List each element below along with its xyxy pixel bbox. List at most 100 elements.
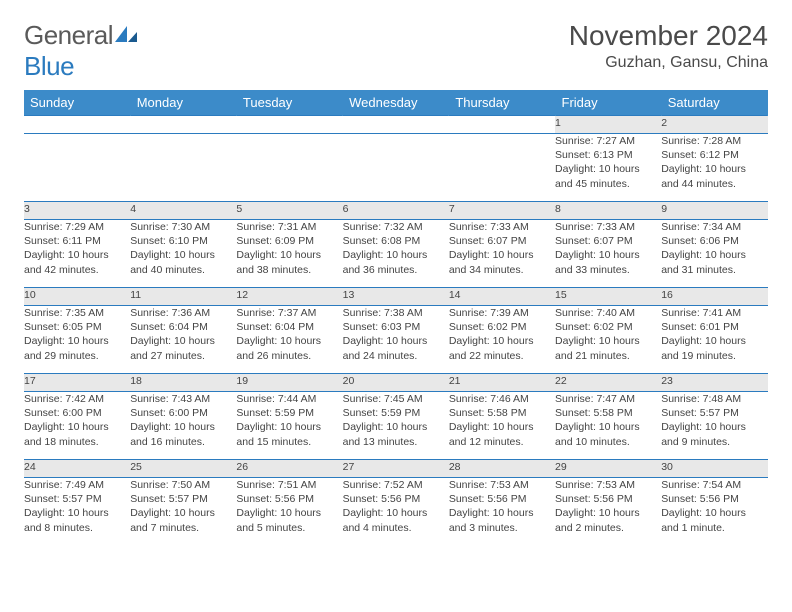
day-number: 26 — [236, 460, 342, 478]
day-detail-line: Daylight: 10 hours — [661, 506, 767, 520]
day-detail-line: Daylight: 10 hours — [661, 248, 767, 262]
logo-sail-icon — [115, 20, 137, 51]
day-number: 19 — [236, 374, 342, 392]
day-detail: Sunrise: 7:53 AMSunset: 5:56 PMDaylight:… — [449, 478, 555, 546]
day-number: 11 — [130, 288, 236, 306]
day-detail-row: Sunrise: 7:35 AMSunset: 6:05 PMDaylight:… — [24, 306, 768, 374]
day-detail: Sunrise: 7:36 AMSunset: 6:04 PMDaylight:… — [130, 306, 236, 374]
day-detail: Sunrise: 7:35 AMSunset: 6:05 PMDaylight:… — [24, 306, 130, 374]
day-detail: Sunrise: 7:33 AMSunset: 6:07 PMDaylight:… — [555, 220, 661, 288]
day-detail-line: Sunrise: 7:38 AM — [343, 306, 449, 320]
day-detail: Sunrise: 7:51 AMSunset: 5:56 PMDaylight:… — [236, 478, 342, 546]
day-detail-line: Sunset: 5:59 PM — [236, 406, 342, 420]
day-detail-line: Sunrise: 7:53 AM — [555, 478, 661, 492]
day-detail-line: and 40 minutes. — [130, 263, 236, 277]
day-detail: Sunrise: 7:49 AMSunset: 5:57 PMDaylight:… — [24, 478, 130, 546]
day-number: 16 — [661, 288, 767, 306]
day-detail-line: and 10 minutes. — [555, 435, 661, 449]
day-detail-line: Daylight: 10 hours — [449, 334, 555, 348]
day-detail-line: and 8 minutes. — [24, 521, 130, 535]
day-detail: Sunrise: 7:44 AMSunset: 5:59 PMDaylight:… — [236, 392, 342, 460]
weekday-header: Tuesday — [236, 90, 342, 116]
day-number: 22 — [555, 374, 661, 392]
day-detail — [343, 134, 449, 202]
day-number-row: 3456789 — [24, 202, 768, 220]
day-detail-line: Sunset: 6:11 PM — [24, 234, 130, 248]
day-detail-line: Sunrise: 7:54 AM — [661, 478, 767, 492]
day-detail-line: and 29 minutes. — [24, 349, 130, 363]
day-detail-line: Sunset: 6:00 PM — [24, 406, 130, 420]
day-detail: Sunrise: 7:38 AMSunset: 6:03 PMDaylight:… — [343, 306, 449, 374]
day-detail-line: and 22 minutes. — [449, 349, 555, 363]
day-detail-line: Sunset: 6:06 PM — [661, 234, 767, 248]
day-detail-line: and 27 minutes. — [130, 349, 236, 363]
day-detail-line: Sunrise: 7:42 AM — [24, 392, 130, 406]
day-detail-line: Sunrise: 7:33 AM — [555, 220, 661, 234]
day-detail-line: Sunset: 5:57 PM — [661, 406, 767, 420]
day-detail: Sunrise: 7:42 AMSunset: 6:00 PMDaylight:… — [24, 392, 130, 460]
day-detail-line: and 38 minutes. — [236, 263, 342, 277]
logo: General Blue — [24, 20, 137, 82]
day-detail-line: Daylight: 10 hours — [130, 420, 236, 434]
day-detail-line: Daylight: 10 hours — [130, 248, 236, 262]
title-block: November 2024 Guzhan, Gansu, China — [569, 20, 768, 72]
day-detail-line: Daylight: 10 hours — [661, 162, 767, 176]
day-detail: Sunrise: 7:28 AMSunset: 6:12 PMDaylight:… — [661, 134, 767, 202]
day-detail-line: Sunrise: 7:33 AM — [449, 220, 555, 234]
day-detail-line: Sunrise: 7:36 AM — [130, 306, 236, 320]
day-number — [130, 116, 236, 134]
day-detail: Sunrise: 7:47 AMSunset: 5:58 PMDaylight:… — [555, 392, 661, 460]
day-detail-line: Daylight: 10 hours — [24, 334, 130, 348]
day-number-row: 10111213141516 — [24, 288, 768, 306]
day-detail-line: and 42 minutes. — [24, 263, 130, 277]
day-detail-line: and 16 minutes. — [130, 435, 236, 449]
day-detail: Sunrise: 7:29 AMSunset: 6:11 PMDaylight:… — [24, 220, 130, 288]
day-detail-line: Sunrise: 7:53 AM — [449, 478, 555, 492]
day-detail-line: Sunset: 5:56 PM — [661, 492, 767, 506]
day-number: 14 — [449, 288, 555, 306]
day-detail-line: Daylight: 10 hours — [24, 248, 130, 262]
day-number: 13 — [343, 288, 449, 306]
day-detail-line: and 31 minutes. — [661, 263, 767, 277]
day-detail-line: Sunset: 5:56 PM — [449, 492, 555, 506]
day-number: 21 — [449, 374, 555, 392]
day-detail-row: Sunrise: 7:29 AMSunset: 6:11 PMDaylight:… — [24, 220, 768, 288]
day-detail-line: Daylight: 10 hours — [449, 420, 555, 434]
logo-text: General Blue — [24, 20, 137, 82]
day-number: 18 — [130, 374, 236, 392]
calendar-table: Sunday Monday Tuesday Wednesday Thursday… — [24, 90, 768, 546]
day-number: 9 — [661, 202, 767, 220]
day-detail-line: Sunset: 6:04 PM — [130, 320, 236, 334]
day-detail-line: and 4 minutes. — [343, 521, 449, 535]
day-detail-line: Sunrise: 7:28 AM — [661, 134, 767, 148]
day-detail-line: and 13 minutes. — [343, 435, 449, 449]
day-detail: Sunrise: 7:52 AMSunset: 5:56 PMDaylight:… — [343, 478, 449, 546]
day-detail-line: Daylight: 10 hours — [24, 420, 130, 434]
day-detail-line: Daylight: 10 hours — [555, 420, 661, 434]
day-number: 3 — [24, 202, 130, 220]
day-detail-line: Sunrise: 7:43 AM — [130, 392, 236, 406]
day-detail-line: Daylight: 10 hours — [555, 248, 661, 262]
day-detail-line: Sunset: 6:10 PM — [130, 234, 236, 248]
day-number: 5 — [236, 202, 342, 220]
day-detail-line: Daylight: 10 hours — [236, 248, 342, 262]
day-detail-line: Sunrise: 7:49 AM — [24, 478, 130, 492]
day-detail-line: Daylight: 10 hours — [236, 420, 342, 434]
day-detail-line: Sunrise: 7:44 AM — [236, 392, 342, 406]
day-detail-line: Sunset: 6:02 PM — [449, 320, 555, 334]
weekday-header: Sunday — [24, 90, 130, 116]
day-number-row: 17181920212223 — [24, 374, 768, 392]
header: General Blue November 2024 Guzhan, Gansu… — [24, 20, 768, 82]
day-detail-line: and 9 minutes. — [661, 435, 767, 449]
day-detail: Sunrise: 7:48 AMSunset: 5:57 PMDaylight:… — [661, 392, 767, 460]
day-detail-line: Sunrise: 7:35 AM — [24, 306, 130, 320]
day-detail: Sunrise: 7:43 AMSunset: 6:00 PMDaylight:… — [130, 392, 236, 460]
day-number: 20 — [343, 374, 449, 392]
day-detail-line: Sunset: 6:04 PM — [236, 320, 342, 334]
weekday-header: Monday — [130, 90, 236, 116]
day-detail — [130, 134, 236, 202]
day-detail-line: Sunset: 6:01 PM — [661, 320, 767, 334]
day-detail-line: Sunrise: 7:34 AM — [661, 220, 767, 234]
day-detail-line: Sunset: 5:59 PM — [343, 406, 449, 420]
day-number — [343, 116, 449, 134]
